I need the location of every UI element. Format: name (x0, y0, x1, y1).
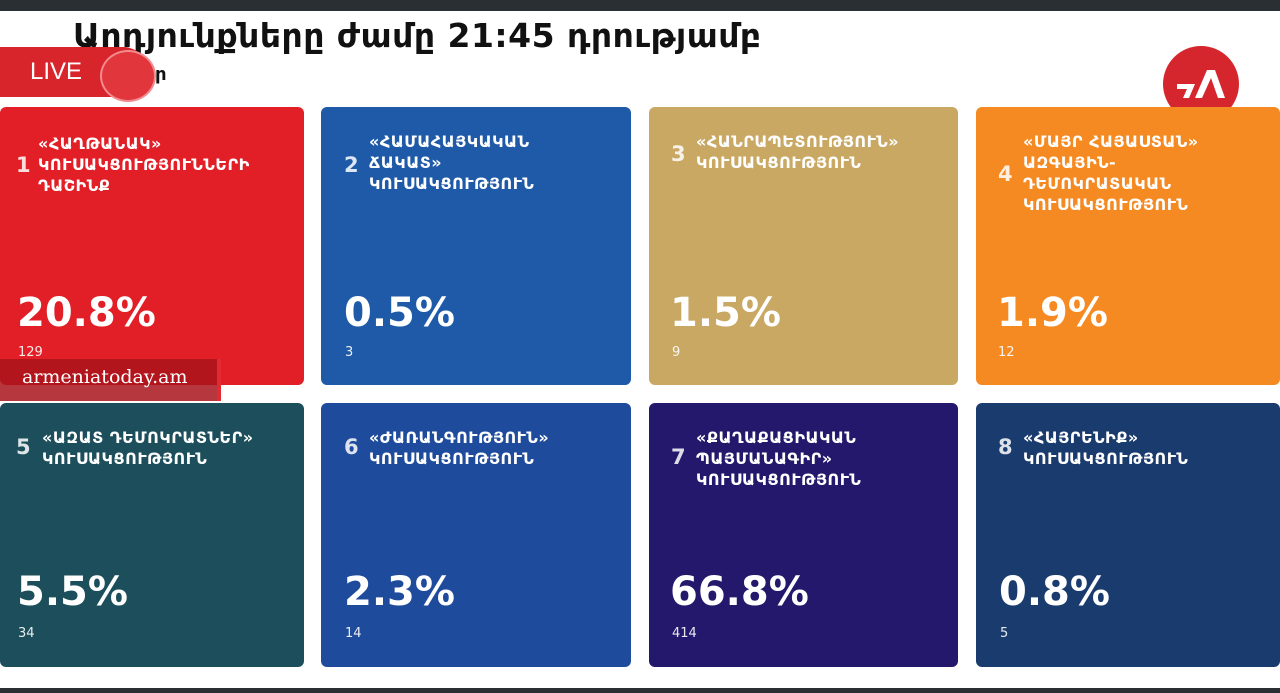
party-number: 1 (16, 153, 31, 177)
party-percent: 66.8% (670, 569, 809, 615)
top-bar (0, 0, 1280, 11)
bottom-bar (0, 688, 1280, 693)
party-name: «ՀԱՆՐԱՊԵՏՈՒԹՅՈՒՆ» ԿՈՒՍԱԿՑՈՒԹՅՈՒՆ (696, 132, 900, 172)
party-number: 3 (671, 142, 686, 166)
live-indicator-icon (100, 50, 156, 102)
party-card-5: 5 «ԱԶԱՏ ԴԵՄՈԿՐԱՏՆԵՐ» ԿՈՒՍԱԿՑՈՒԹՅՈՒՆ 5.5%… (0, 403, 304, 667)
live-tail-text: ր (155, 64, 167, 85)
party-seats: 414 (672, 626, 697, 641)
party-seats: 14 (345, 626, 362, 641)
party-card-7: 7 «ՔԱՂԱՔԱՑԻԱԿԱՆ ՊԱՅՄԱՆԱԳԻՐ» ԿՈՒՍԱԿՑՈՒԹՅՈ… (649, 403, 958, 667)
party-number: 8 (998, 435, 1013, 459)
party-name: «ՀԱՂԹԱՆԱԿ» ԿՈՒՍԱԿՑՈՒԹՅՈՒՆՆԵՐԻ ԴԱՇԻՆՔ (38, 134, 250, 195)
watermark-accent (217, 359, 221, 401)
party-name: «ՄԱՅՐ ՀԱՅԱՍՏԱՆ» ԱԶԳԱՅԻՆ- ԴԵՄՈԿՐԱՏԱԿԱՆ ԿՈ… (1023, 132, 1199, 214)
party-card-1: 1 «ՀԱՂԹԱՆԱԿ» ԿՈՒՍԱԿՑՈՒԹՅՈՒՆՆԵՐԻ ԴԱՇԻՆՔ 2… (0, 107, 304, 385)
party-name: «ՀԱՄԱՀԱՅԿԱԿԱՆ ՃԱԿԱՏ» ԿՈՒՍԱԿՑՈՒԹՅՈՒՆ (369, 132, 535, 193)
party-percent: 0.5% (344, 290, 455, 336)
party-seats: 34 (18, 626, 35, 641)
party-number: 7 (671, 445, 686, 469)
party-seats: 12 (998, 345, 1015, 360)
party-seats: 5 (1000, 626, 1009, 641)
party-number: 4 (998, 162, 1013, 186)
page-title: Արդյունքները ժամը 21:45 դրությամբ (73, 16, 762, 55)
party-percent: 2.3% (344, 569, 455, 615)
party-card-4: 4 «ՄԱՅՐ ՀԱՅԱՍՏԱՆ» ԱԶԳԱՅԻՆ- ԴԵՄՈԿՐԱՏԱԿԱՆ … (976, 107, 1280, 385)
party-number: 5 (16, 435, 31, 459)
party-name: «ՀԱՅՐԵՆԻՔ» ԿՈՒՍԱԿՑՈՒԹՅՈՒՆ (1023, 428, 1189, 468)
party-seats: 129 (18, 345, 43, 360)
party-name: «ՔԱՂԱՔԱՑԻԱԿԱՆ ՊԱՅՄԱՆԱԳԻՐ» ԿՈՒՍԱԿՑՈՒԹՅՈՒՆ (696, 428, 862, 489)
watermark-band (0, 359, 220, 401)
party-percent: 20.8% (17, 290, 156, 336)
party-card-2: 2 «ՀԱՄԱՀԱՅԿԱԿԱՆ ՃԱԿԱՏ» ԿՈՒՍԱԿՑՈՒԹՅՈՒՆ 0.… (321, 107, 631, 385)
party-percent: 1.9% (997, 290, 1108, 336)
party-percent: 0.8% (999, 569, 1110, 615)
party-card-8: 8 «ՀԱՅՐԵՆԻՔ» ԿՈՒՍԱԿՑՈՒԹՅՈՒՆ 0.8% 5 (976, 403, 1280, 667)
party-percent: 5.5% (17, 569, 128, 615)
party-name: «ԺԱՌԱՆԳՈՒԹՅՈՒՆ» ԿՈՒՍԱԿՑՈՒԹՅՈՒՆ (369, 428, 550, 468)
party-number: 6 (344, 435, 359, 459)
party-percent: 1.5% (670, 290, 781, 336)
party-name: «ԱԶԱՏ ԴԵՄՈԿՐԱՏՆԵՐ» ԿՈՒՍԱԿՑՈՒԹՅՈՒՆ (42, 428, 254, 468)
watermark-text: armeniatoday.am (22, 366, 188, 388)
party-number: 2 (344, 153, 359, 177)
party-card-6: 6 «ԺԱՌԱՆԳՈՒԹՅՈՒՆ» ԿՈՒՍԱԿՑՈՒԹՅՈՒՆ 2.3% 14 (321, 403, 631, 667)
live-label: LIVE (30, 58, 83, 85)
party-card-3: 3 «ՀԱՆՐԱՊԵՏՈՒԹՅՈՒՆ» ԿՈՒՍԱԿՑՈՒԹՅՈՒՆ 1.5% … (649, 107, 958, 385)
party-seats: 9 (672, 345, 681, 360)
party-seats: 3 (345, 345, 354, 360)
